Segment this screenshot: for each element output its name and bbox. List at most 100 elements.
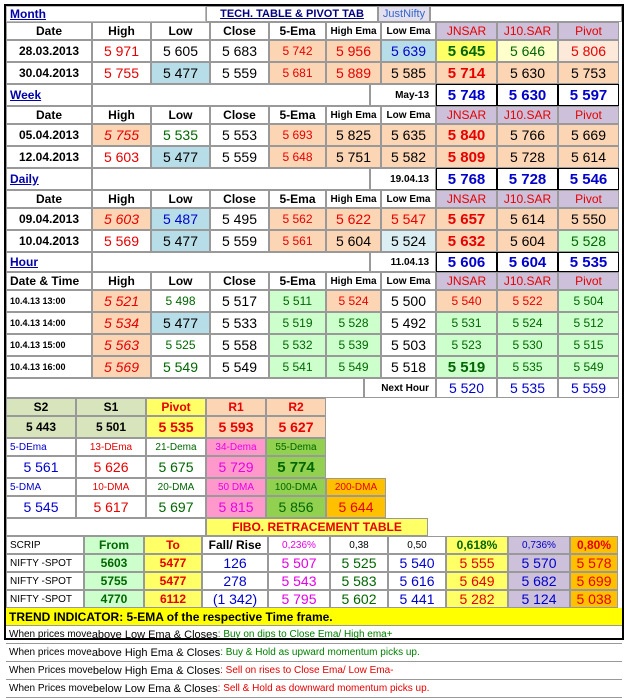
fibo-header-0: SCRIP (6, 536, 84, 554)
fibo-header-6: 0,50 (388, 536, 446, 554)
col-header-datetime: Date & Time (6, 272, 92, 290)
cell-2: 5 605 (151, 40, 210, 62)
rule-action: : Sell & Hold as downward momentum picks… (217, 683, 430, 694)
col-header-pivot: Pivot (558, 272, 619, 290)
cell-9: 5 528 (558, 230, 619, 252)
cell-1: 5 569 (92, 356, 151, 378)
fibo-row: NIFTY -SPOT 5755 5477 278 5 543 5 583 5 616 5 6… (6, 572, 618, 590)
cell-3: 5 559 (210, 62, 269, 84)
cell-7: 5 540 (436, 290, 497, 312)
fibo-cell-2: 5477 (144, 554, 202, 572)
col-header-low: Low (151, 190, 210, 208)
spacer (92, 84, 370, 106)
cell-6: 5 524 (381, 230, 436, 252)
col-header-low: Low (151, 106, 210, 124)
col-header-close: Close (210, 22, 269, 40)
cell-6: 5 635 (381, 124, 436, 146)
col-header-high: High (92, 190, 151, 208)
cell-1: 5 603 (92, 146, 151, 168)
cell-2: 5 498 (151, 290, 210, 312)
cell-1: 5 569 (92, 230, 151, 252)
cell-3: 5 517 (210, 290, 269, 312)
cell-7: 5 714 (436, 62, 497, 84)
rule-condition: below High Ema & Closes (92, 664, 221, 677)
rule-note: When Prices move below High Ema & Closes… (6, 662, 622, 680)
spacer (6, 378, 364, 398)
col-header-highema: High Ema (326, 106, 381, 124)
spacer (92, 168, 370, 190)
projection-value: 5 606 (436, 252, 497, 272)
dema-value-1: 5 626 (76, 456, 146, 478)
cell-3: 5 683 (210, 40, 269, 62)
cell-2: 5 477 (151, 62, 210, 84)
rule-action: : Sell on rises to Close Ema/ Low Ema- (220, 665, 394, 676)
cell-8: 5 530 (497, 334, 558, 356)
cell-4: 5 693 (269, 124, 326, 146)
cell-9: 5 669 (558, 124, 619, 146)
fibo-header-4: 0,236% (268, 536, 330, 554)
projection-value: 5 728 (497, 168, 558, 190)
cell-9: 5 806 (558, 40, 619, 62)
rule-action: : Buy on dips to Close Ema/ High ema+ (217, 629, 393, 640)
fibo-cell-3: 126 (202, 554, 268, 572)
fibo-cell-1: 5603 (84, 554, 144, 572)
cell-8: 5 535 (497, 356, 558, 378)
fibo-cell-5: 5 583 (330, 572, 388, 590)
cell-1: 5 521 (92, 290, 151, 312)
data-row: 05.04.2013 5 755 5 535 5 553 5 693 5 825 5 635… (6, 124, 619, 146)
cell-0: 10.4.13 15:00 (6, 334, 92, 356)
cell-2: 5 525 (151, 334, 210, 356)
cell-1: 5 603 (92, 208, 151, 230)
data-row: 30.04.2013 5 755 5 477 5 559 5 681 5 889 5 585… (6, 62, 619, 84)
dema-value-row: 5 561 5 626 5 675 5 729 5 774 (6, 456, 326, 478)
section-label: Week (6, 84, 92, 106)
projection-value: 5 604 (497, 252, 558, 272)
fibo-cell-2: 5477 (144, 572, 202, 590)
cell-2: 5 477 (151, 312, 210, 334)
cell-9: 5 504 (558, 290, 619, 312)
column-header-row: Date High Low Close 5-Ema High Ema Low Ema JNSA… (6, 106, 619, 124)
projection-value: 5 535 (558, 252, 619, 272)
dma-value-5: 5 644 (326, 496, 386, 518)
fibo-cell-1: 4770 (84, 590, 144, 608)
col-header-pivot: Pivot (558, 22, 619, 40)
fibo-cell-6: 5 616 (388, 572, 446, 590)
dema-value-2: 5 675 (146, 456, 206, 478)
cell-2: 5 477 (151, 146, 210, 168)
rule-condition: below Low Ema & Closes (92, 682, 218, 695)
fibo-cell-3: 278 (202, 572, 268, 590)
column-header-row: Date & Time High Low Close 5-Ema High Ema Low … (6, 272, 619, 290)
col-header-ema5: 5-Ema (269, 190, 326, 208)
rule-prefix: When Prices move (9, 683, 93, 694)
tech-pivot-table: Month TECH. TABLE & PIVOT TAB JustNifty … (4, 4, 624, 698)
dema-value-4: 5 774 (266, 456, 326, 478)
dma-value-0: 5 545 (6, 496, 76, 518)
cell-5: 5 604 (326, 230, 381, 252)
projection-value: 5 768 (436, 168, 497, 190)
cell-0: 09.04.2013 (6, 208, 92, 230)
next-hour-value: 5 520 (436, 378, 497, 398)
pivot-value-0: 5 443 (6, 416, 76, 438)
trend-indicator: TREND INDICATOR: 5-EMA of the respective… (6, 608, 622, 626)
cell-9: 5 549 (558, 356, 619, 378)
col-header-jnsar: JNSAR (436, 272, 497, 290)
fibo-header-3: Fall/ Rise (202, 536, 268, 554)
cell-0: 10.04.2013 (6, 230, 92, 252)
cell-6: 5 582 (381, 146, 436, 168)
fibo-cell-4: 5 543 (268, 572, 330, 590)
col-header-jnsar: JNSAR (436, 22, 497, 40)
section-row: Week May-13 5 748 5 630 5 597 (6, 84, 619, 106)
pivot-header-row: S2 S1 Pivot R1 R2 (6, 398, 326, 416)
pivot-header-0: S2 (6, 398, 76, 416)
col-header-date: Date (6, 106, 92, 124)
fibo-header-row: SCRIP From To Fall/ Rise 0,236% 0,38 0,50 0,618… (6, 536, 618, 554)
fibo-header-9: 0,80% (570, 536, 618, 554)
cell-8: 5 728 (497, 146, 558, 168)
title-row: Month TECH. TABLE & PIVOT TAB JustNifty (6, 6, 622, 22)
cell-5: 5 524 (326, 290, 381, 312)
dema-value-0: 5 561 (6, 456, 76, 478)
cell-0: 28.03.2013 (6, 40, 92, 62)
dma-value-3: 5 815 (206, 496, 266, 518)
section-row: Hour 11.04.13 5 606 5 604 5 535 (6, 252, 619, 272)
data-row: 09.04.2013 5 603 5 487 5 495 5 562 5 622 5 547… (6, 208, 619, 230)
